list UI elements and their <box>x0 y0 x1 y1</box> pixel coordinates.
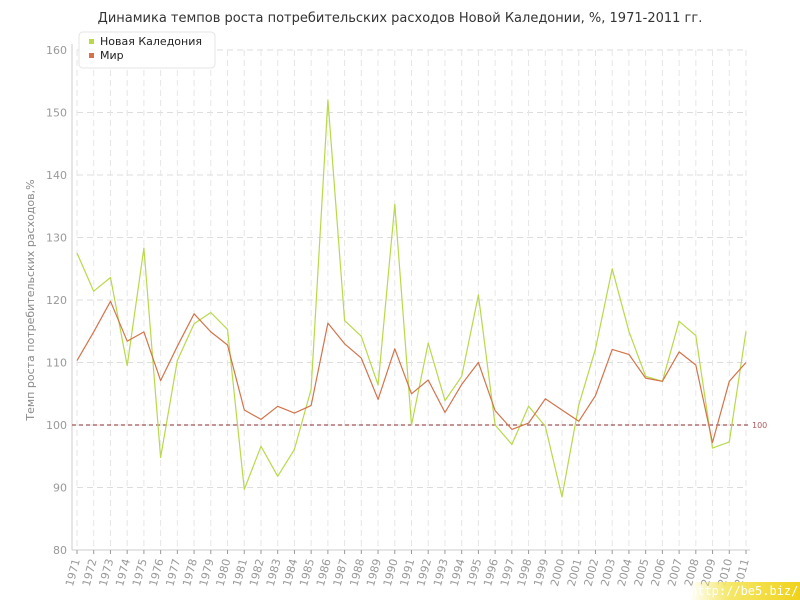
watermark[interactable]: http://be5.biz/ <box>690 582 800 600</box>
chart-title: Динамика темпов роста потребительских ра… <box>98 11 703 26</box>
y-tick-label: 150 <box>46 107 67 120</box>
y-tick-label: 90 <box>53 482 67 495</box>
series-line-2 <box>76 300 747 444</box>
y-tick-label: 160 <box>46 44 67 57</box>
legend-swatch <box>89 39 94 44</box>
y-tick-label: 120 <box>46 294 67 307</box>
reference-line-label: 100 <box>752 421 767 430</box>
x-axis-ticks: 1971197219731974197519761977197819791980… <box>63 550 752 588</box>
y-tick-label: 140 <box>46 169 67 182</box>
series-line-1 <box>76 99 747 498</box>
y-tick-label: 130 <box>46 232 67 245</box>
y-tick-label: 110 <box>46 357 67 370</box>
legend-swatch <box>89 53 94 58</box>
series-lines <box>76 99 747 498</box>
y-tick-label: 100 <box>46 419 67 432</box>
y-axis-label: Темп роста потребительских расходов,% <box>24 179 37 421</box>
legend-label: Мир <box>100 49 124 62</box>
legend-label: Новая Каледония <box>100 35 202 48</box>
legend-box <box>78 31 216 69</box>
grid <box>71 44 750 551</box>
y-tick-label: 80 <box>53 544 67 557</box>
y-axis-ticks: 80 90 100 110 120 130 140 150 160 <box>46 44 67 557</box>
